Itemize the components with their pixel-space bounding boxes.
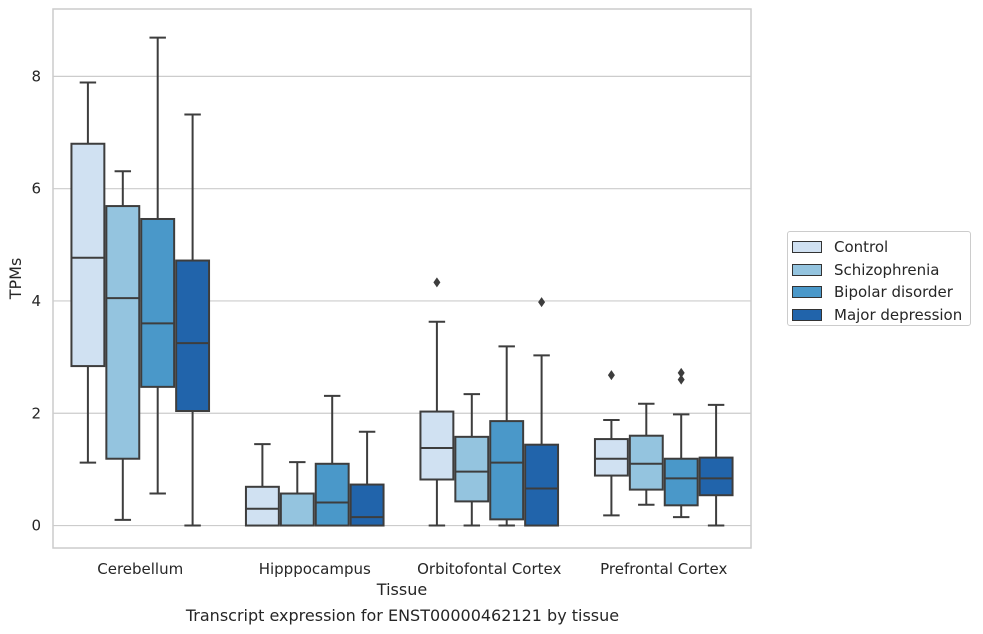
iqr-box [593, 438, 629, 477]
y-tick-label: 2 [31, 404, 41, 422]
box-bipolar-disorder-3 [663, 367, 699, 519]
iqr-box [175, 259, 211, 413]
iqr-box [663, 457, 699, 507]
iqr-box [279, 492, 315, 527]
box-bipolar-disorder-2 [489, 345, 525, 527]
box-major-depression-3 [698, 403, 734, 527]
outlier-point [538, 297, 546, 308]
y-tick-label: 6 [31, 180, 41, 198]
legend-item: Control [792, 236, 970, 259]
iqr-box [140, 217, 176, 388]
x-axis-label: Tissue [376, 580, 427, 599]
box-major-depression-1 [349, 430, 385, 527]
plot-frame [52, 8, 752, 549]
y-tick-label: 8 [31, 67, 41, 85]
axis-labels: 0 2 4 6 8 Cerebellum Hipppocampus Orbitofontal … [6, 67, 727, 599]
x-tick-label: Cerebellum [97, 560, 183, 578]
box-schizophrenia-0 [105, 170, 141, 521]
legend-label: Control [834, 238, 889, 257]
y-tick-label: 0 [31, 517, 41, 535]
iqr-box [524, 443, 560, 527]
legend-item: Schizophrenia [792, 259, 970, 282]
iqr-box [105, 205, 141, 460]
iqr-box [489, 420, 525, 521]
legend-label: Schizophrenia [834, 260, 940, 279]
legend-swatch [792, 241, 822, 254]
iqr-box [70, 142, 106, 368]
box-major-depression-2 [524, 297, 560, 527]
box-control-3 [593, 370, 629, 517]
outlier-point [607, 370, 615, 381]
legend-item: Major depression [792, 304, 970, 327]
x-tick-label: Prefrontal Cortex [600, 560, 727, 578]
outlier-point [677, 374, 685, 385]
box-control-2 [419, 277, 455, 527]
box-schizophrenia-2 [454, 393, 490, 527]
iqr-box [244, 485, 280, 527]
x-tick-label: Hipppocampus [259, 560, 371, 578]
box-schizophrenia-3 [628, 402, 664, 506]
box-control-1 [244, 443, 280, 527]
y-axis-label: TPMs [6, 258, 25, 301]
box-schizophrenia-1 [279, 461, 315, 527]
legend-swatch [792, 308, 822, 321]
box-major-depression-0 [175, 113, 211, 527]
legend-label: Bipolar disorder [834, 283, 953, 302]
iqr-box [419, 410, 455, 481]
iqr-box [628, 434, 664, 491]
outlier-point [677, 367, 685, 378]
x-tick-label: Orbitofontal Cortex [417, 560, 561, 578]
legend-swatch [792, 286, 822, 299]
legend-swatch [792, 263, 822, 276]
legend-label: Major depression [834, 305, 963, 324]
legend: Control Schizophrenia Bipolar disorder Majo… [787, 231, 971, 326]
iqr-box [314, 462, 350, 527]
iqr-box [349, 483, 385, 527]
legend-item: Bipolar disorder [792, 281, 970, 304]
y-tick-label: 4 [31, 292, 41, 310]
axes [52, 8, 752, 549]
outlier-point [433, 277, 441, 288]
box-bipolar-disorder-0 [140, 36, 176, 495]
box-control-0 [70, 81, 106, 464]
box-bipolar-disorder-1 [314, 394, 350, 527]
iqr-box [698, 456, 734, 497]
chart-caption: Transcript expression for ENST0000046212… [185, 606, 620, 625]
boxes [70, 36, 734, 527]
iqr-box [454, 435, 490, 503]
